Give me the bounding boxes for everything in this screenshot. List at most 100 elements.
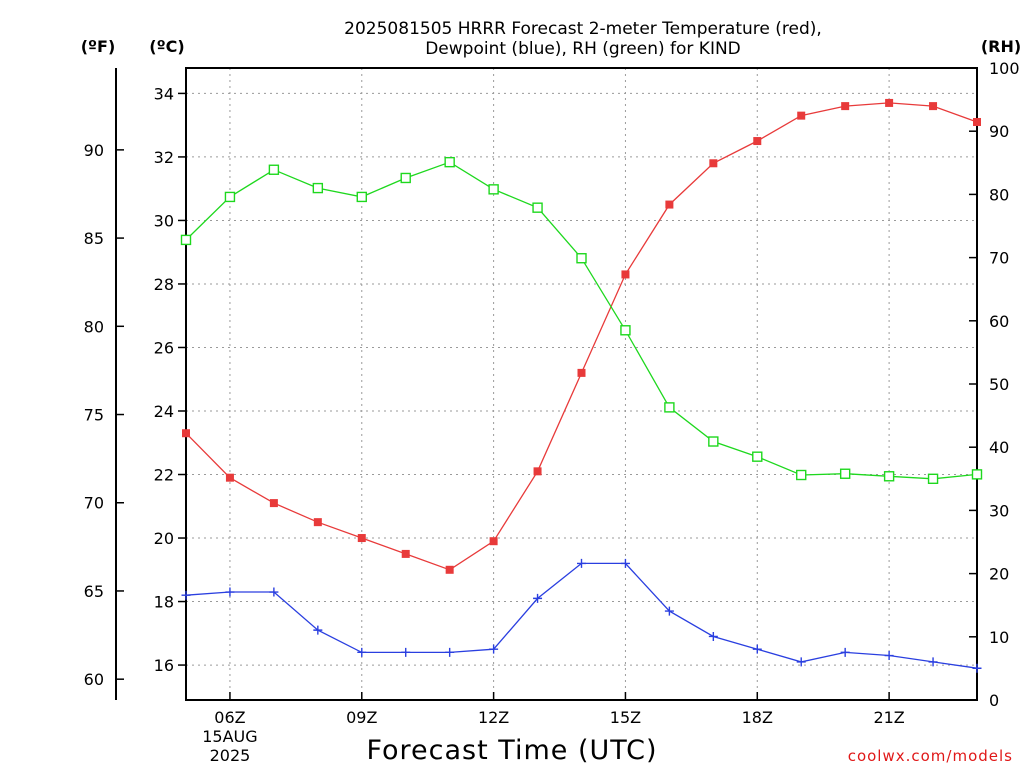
rh-point [971, 469, 983, 480]
temperature-point [797, 111, 806, 120]
rh-point [224, 191, 236, 203]
temperature-point [533, 467, 542, 476]
dewpoint-point [840, 647, 850, 657]
celsius-tick-label: 22 [154, 466, 174, 485]
dewpoint-point [533, 593, 543, 603]
fahrenheit-tick-label: 90 [84, 141, 104, 160]
temperature-point [182, 429, 190, 438]
celsius-unit-label: (ºC) [149, 37, 184, 56]
dewpoint-line [185, 562, 978, 669]
temperature-line [185, 102, 978, 571]
dewpoint-point [445, 647, 455, 657]
rh-point [796, 469, 807, 481]
dewpoint-series [181, 558, 982, 673]
temperature-series [182, 98, 981, 574]
fahrenheit-unit-label: (ºF) [81, 37, 116, 56]
rh-point [532, 202, 543, 213]
celsius-tick-label: 32 [154, 148, 174, 167]
celsius-tick-label: 16 [154, 656, 174, 675]
x-tick-label: 18Z [742, 708, 773, 727]
rh-point [927, 473, 939, 484]
rh-point [312, 182, 324, 194]
x-tick-label: 12Z [478, 708, 509, 727]
rh-tick-label: 50 [989, 375, 1009, 394]
rh-tick-label: 30 [989, 501, 1009, 520]
rh-tick-label: 100 [989, 59, 1020, 78]
rh-point [576, 253, 587, 264]
fahrenheit-tick-label: 75 [84, 406, 104, 425]
dewpoint-point [708, 631, 718, 641]
x-tick-label: 06Z [214, 708, 245, 727]
celsius-tick-label: 24 [154, 402, 174, 421]
rh-line [185, 161, 978, 480]
plot-frame [185, 67, 978, 701]
temperature-point [929, 102, 938, 111]
rh-tick-label: 90 [989, 122, 1009, 141]
fahrenheit-tick-label: 85 [84, 229, 104, 248]
chart-title-line-2: Dewpoint (blue), RH (green) for KIND [425, 39, 741, 59]
rh-point [883, 471, 895, 482]
rh-point [708, 436, 719, 447]
celsius-tick-label: 26 [154, 338, 174, 357]
temperature-point [885, 98, 894, 107]
dewpoint-point [796, 657, 806, 667]
rh-tick-label: 20 [989, 565, 1009, 584]
temperature-point [313, 518, 322, 527]
chart-title-line-1: 2025081505 HRRR Forecast 2-meter Tempera… [344, 19, 822, 39]
temperature-point [621, 270, 630, 279]
dewpoint-point [269, 587, 279, 597]
rh-point [664, 402, 675, 413]
rh-unit-label: (RH) [981, 37, 1021, 56]
temperature-point [753, 137, 762, 146]
rh-point [752, 451, 763, 462]
temperature-point [269, 499, 278, 508]
x-tick-date-label: 15AUG [202, 727, 257, 746]
rh-tick-label: 70 [989, 249, 1009, 268]
temperature-point [225, 473, 234, 482]
dewpoint-point [489, 644, 499, 654]
x-tick-year-label: 2025 [210, 746, 251, 765]
dewpoint-point [401, 647, 411, 657]
rh-tick-label: 0 [989, 691, 999, 710]
celsius-tick-label: 18 [154, 593, 174, 612]
axes-layer: 16 18 20 22 24 26 28 30 32 34 60 65 70 75 80 85 90 0 10 20 3… [84, 59, 1020, 765]
rh-series [180, 156, 983, 484]
dewpoint-point [884, 651, 894, 661]
temperature-point [489, 537, 498, 546]
temperature-point [401, 549, 410, 558]
rh-tick-label: 60 [989, 312, 1009, 331]
rh-tick-label: 80 [989, 185, 1009, 204]
credit-label: coolwx.com/models [848, 747, 1013, 765]
dewpoint-point [664, 606, 674, 616]
series-layer [180, 98, 983, 673]
temperature-point [577, 368, 586, 377]
dewpoint-point [577, 558, 586, 568]
fahrenheit-tick-label: 60 [84, 670, 104, 689]
fahrenheit-tick-label: 65 [84, 582, 104, 601]
temperature-point [357, 534, 366, 543]
x-tick-label: 21Z [873, 708, 904, 727]
temperature-point [841, 102, 850, 111]
x-axis-title: Forecast Time (UTC) [366, 735, 657, 766]
celsius-tick-label: 30 [154, 211, 174, 230]
x-tick-label: 09Z [346, 708, 377, 727]
rh-point [620, 325, 631, 336]
celsius-tick-label: 20 [154, 529, 174, 548]
dewpoint-point [928, 657, 938, 667]
rh-point [839, 468, 851, 479]
rh-tick-label: 40 [989, 438, 1009, 457]
dewpoint-point [313, 625, 323, 635]
rh-tick-label: 10 [989, 628, 1009, 647]
fahrenheit-tick-label: 80 [84, 317, 104, 336]
fahrenheit-tick-label: 70 [84, 494, 104, 513]
temperature-point [665, 200, 674, 209]
rh-point [268, 164, 280, 175]
temperature-point [973, 117, 981, 126]
rh-point [400, 172, 411, 184]
dewpoint-point [752, 644, 762, 654]
temperature-point [709, 159, 718, 168]
rh-point [444, 156, 455, 168]
temperature-point [445, 565, 454, 574]
celsius-tick-label: 34 [154, 84, 174, 103]
